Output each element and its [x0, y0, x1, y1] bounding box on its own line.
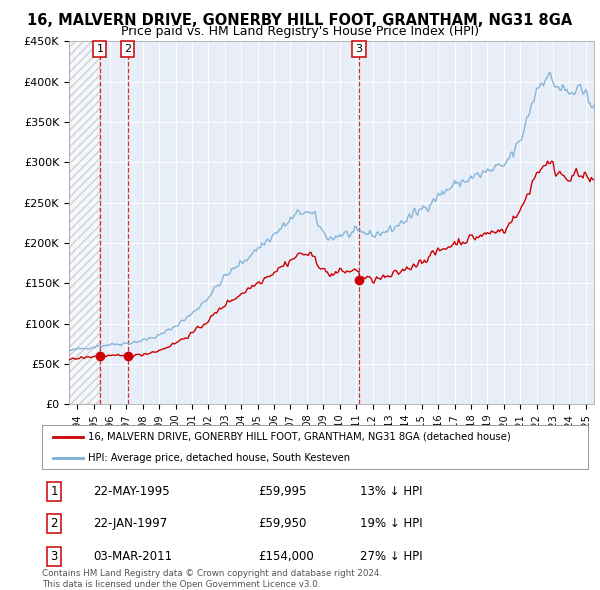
Text: 03-MAR-2011: 03-MAR-2011	[93, 549, 172, 563]
Bar	[69, 41, 100, 404]
Text: £59,995: £59,995	[258, 484, 307, 498]
Text: 3: 3	[50, 549, 58, 563]
Text: 22-MAY-1995: 22-MAY-1995	[93, 484, 170, 498]
Text: 1: 1	[97, 44, 103, 54]
Text: 22-JAN-1997: 22-JAN-1997	[93, 517, 167, 530]
Text: 16, MALVERN DRIVE, GONERBY HILL FOOT, GRANTHAM, NG31 8GA (detached house): 16, MALVERN DRIVE, GONERBY HILL FOOT, GR…	[88, 432, 511, 442]
Text: £59,950: £59,950	[258, 517, 307, 530]
Text: 2: 2	[50, 517, 58, 530]
Text: 3: 3	[355, 44, 362, 54]
Text: 13% ↓ HPI: 13% ↓ HPI	[360, 484, 422, 498]
Text: HPI: Average price, detached house, South Kesteven: HPI: Average price, detached house, Sout…	[88, 453, 350, 463]
Text: £154,000: £154,000	[258, 549, 314, 563]
Text: 19% ↓ HPI: 19% ↓ HPI	[360, 517, 422, 530]
Text: 27% ↓ HPI: 27% ↓ HPI	[360, 549, 422, 563]
Text: Contains HM Land Registry data © Crown copyright and database right 2024.
This d: Contains HM Land Registry data © Crown c…	[42, 569, 382, 589]
Text: 1: 1	[50, 484, 58, 498]
Text: 2: 2	[124, 44, 131, 54]
Text: 16, MALVERN DRIVE, GONERBY HILL FOOT, GRANTHAM, NG31 8GA: 16, MALVERN DRIVE, GONERBY HILL FOOT, GR…	[28, 13, 572, 28]
Text: Price paid vs. HM Land Registry's House Price Index (HPI): Price paid vs. HM Land Registry's House …	[121, 25, 479, 38]
